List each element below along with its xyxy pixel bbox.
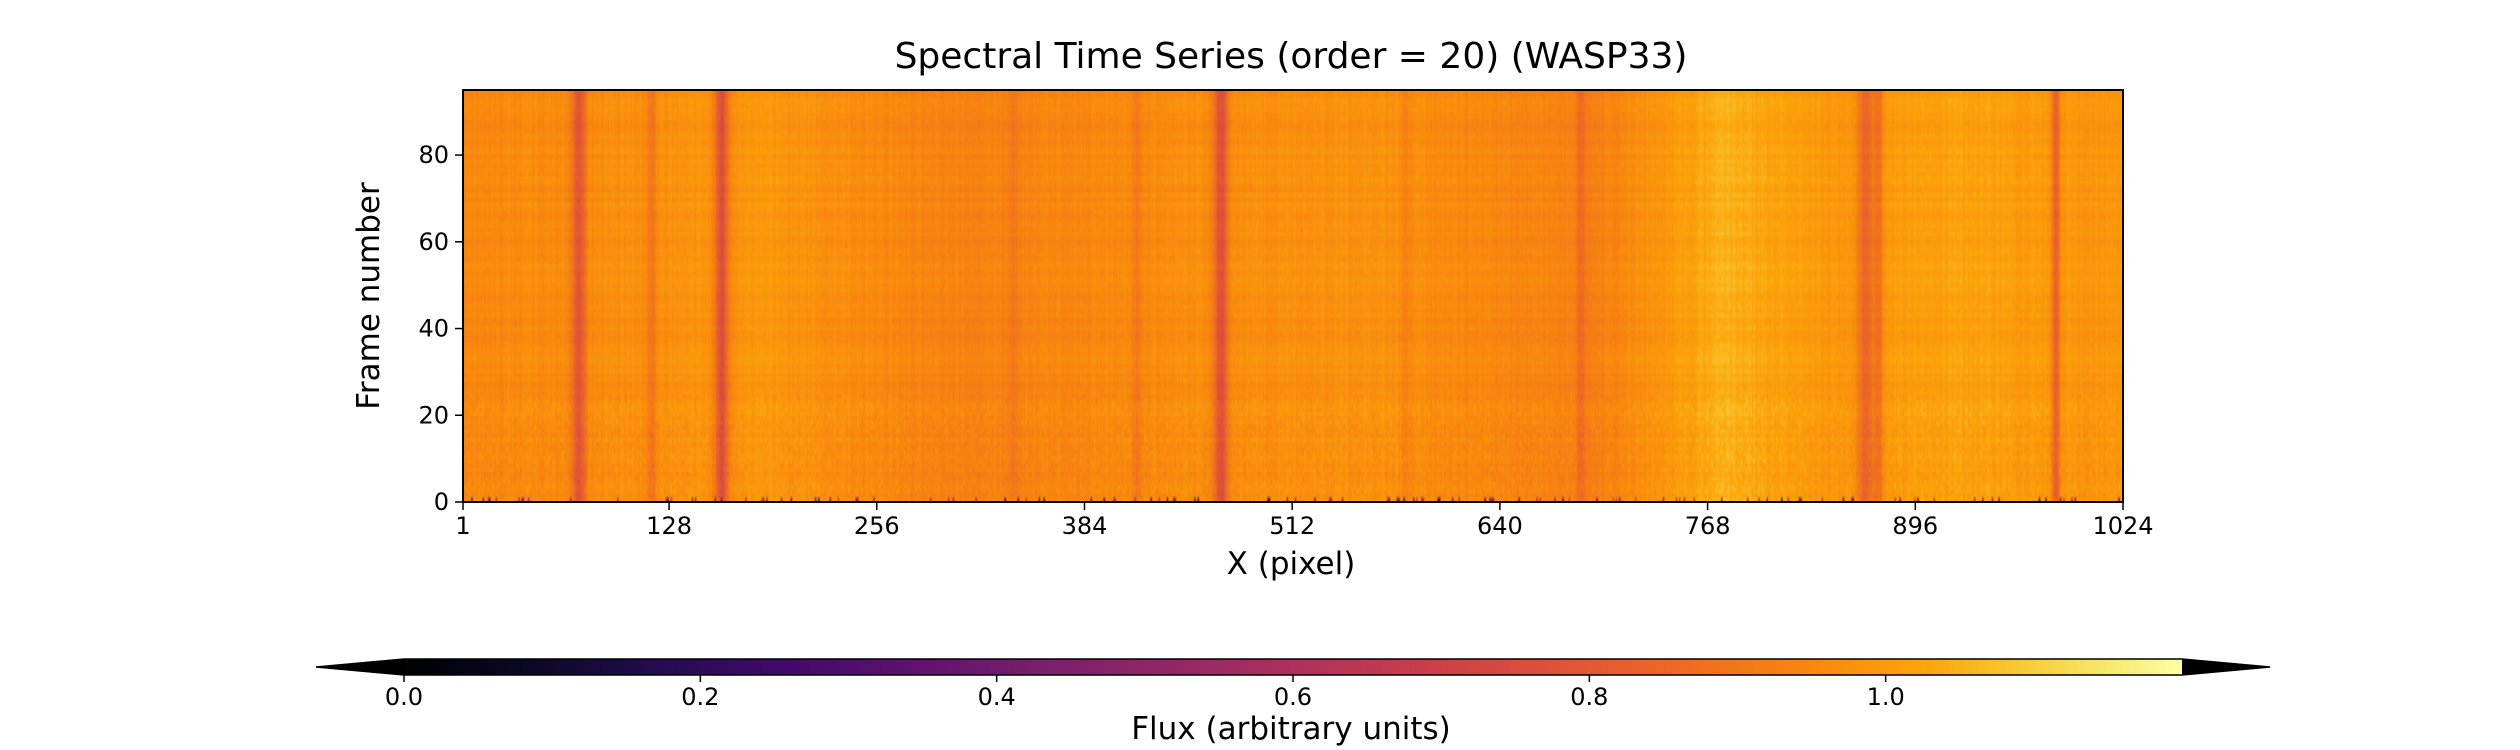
y-tick-label: 0 (434, 488, 449, 516)
x-tick-label: 128 (646, 512, 692, 540)
y-axis-ticks: 0 20 40 60 80 (418, 141, 463, 516)
colorbar-label: Flux (arbitrary units) (1131, 711, 1451, 747)
y-tick-label: 20 (418, 401, 449, 429)
chart-title: Spectral Time Series (order = 20) (WASP3… (895, 36, 1688, 77)
x-axis-ticks: 1 128 256 384 512 640 768 896 1024 (455, 502, 2154, 540)
colorbar-tick-label: 0.0 (385, 683, 423, 711)
x-tick-label: 1024 (2092, 512, 2153, 540)
x-axis-label: X (pixel) (1227, 546, 1356, 582)
x-tick-label: 256 (854, 512, 900, 540)
x-tick-label: 1 (455, 512, 470, 540)
y-axis-label: Frame number (351, 182, 387, 410)
colorbar-gradient (404, 659, 2182, 675)
colorbar-tick-label: 0.8 (1570, 683, 1608, 711)
colorbar-tick-label: 0.4 (978, 683, 1016, 711)
x-tick-label: 768 (1685, 512, 1731, 540)
colorbar-tick-label: 0.2 (681, 683, 719, 711)
colorbar-under-extension (316, 659, 404, 675)
heatmap-image (463, 90, 2123, 502)
colorbar: 0.0 0.2 0.4 0.6 0.8 1.0 Flux (arbitrary units… (315, 658, 2271, 747)
plot-frame (462, 89, 2124, 503)
colorbar-ticks: 0.0 0.2 0.4 0.6 0.8 1.0 (385, 675, 1905, 711)
colorbar-tick-label: 0.6 (1274, 683, 1312, 711)
heatmap-plot-area (462, 89, 2124, 503)
x-tick-label: 384 (1062, 512, 1108, 540)
y-tick-label: 40 (418, 315, 449, 343)
x-tick-label: 896 (1892, 512, 1938, 540)
x-tick-label: 512 (1269, 512, 1315, 540)
x-tick-label: 640 (1477, 512, 1523, 540)
colorbar-tick-label: 1.0 (1867, 683, 1905, 711)
y-tick-label: 60 (418, 228, 449, 256)
y-tick-label: 80 (418, 141, 449, 169)
colorbar-over-extension (2182, 659, 2270, 675)
